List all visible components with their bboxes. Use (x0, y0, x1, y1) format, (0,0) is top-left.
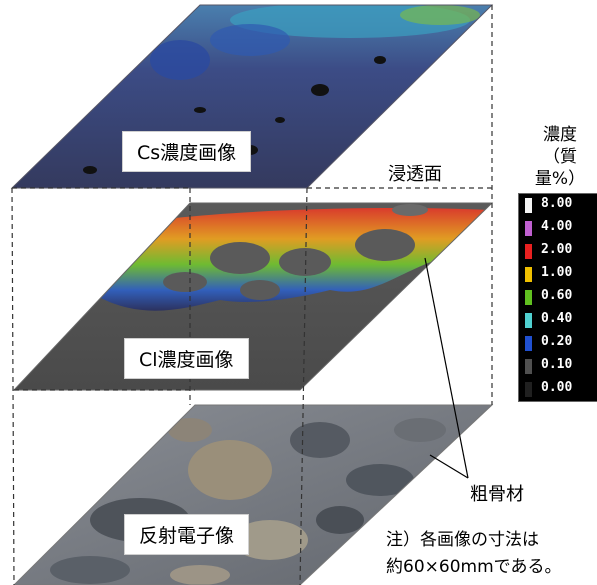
permeation-surface-label: 浸透面 (388, 164, 442, 185)
aggregate-leader-lines (424, 257, 469, 479)
legend-swatch (525, 336, 532, 351)
coarse-aggregate-label: 粗骨材 (470, 484, 524, 505)
legend-value: 4.00 (541, 219, 573, 234)
legend-row: 0.40 (519, 309, 597, 332)
dimension-note: 注）各画像の寸法は 約60×60mmである。 (386, 527, 561, 581)
note-line1: 注）各画像の寸法は (386, 530, 539, 550)
legend-value: 0.40 (541, 311, 573, 326)
legend-swatch (525, 267, 532, 282)
legend-row: 0.00 (519, 378, 597, 401)
legend-value: 0.60 (541, 288, 573, 303)
legend-swatch (525, 313, 532, 328)
cl-image-layer (12, 202, 494, 391)
legend-title-line2: （質量%） (534, 147, 586, 189)
bse-image-label: 反射電子像 (124, 514, 250, 555)
legend-value: 1.00 (541, 265, 573, 280)
legend-title: 濃度 （質量%） (523, 124, 597, 190)
legend-row: 0.10 (519, 355, 597, 378)
legend-row: 2.00 (519, 240, 597, 263)
legend-row: 8.00 (519, 194, 597, 217)
legend-value: 0.10 (541, 357, 573, 372)
note-line2: 約60×60mmである。 (386, 557, 562, 577)
cs-image-label: Cs濃度画像 (122, 131, 252, 172)
legend-swatch (525, 244, 532, 259)
legend-swatch (525, 382, 532, 397)
legend-value: 2.00 (541, 242, 573, 257)
legend-title-line1: 濃度 (543, 125, 577, 145)
legend-row: 0.20 (519, 332, 597, 355)
legend-swatch (525, 221, 532, 236)
legend-row: 1.00 (519, 263, 597, 286)
legend-swatch (525, 198, 532, 213)
cl-paste-distribution (95, 204, 490, 311)
concentration-legend: 8.00 4.00 2.00 1.00 0.60 0.40 0.20 0.10 0.00 (518, 193, 597, 402)
legend-row: 4.00 (519, 217, 597, 240)
legend-swatch (525, 359, 532, 374)
legend-swatch (525, 290, 532, 305)
cl-image-label: Cl濃度画像 (124, 338, 249, 379)
legend-value: 0.20 (541, 334, 573, 349)
legend-value: 8.00 (541, 196, 573, 211)
cs-high-concentration (83, 5, 480, 174)
legend-row: 0.60 (519, 286, 597, 309)
legend-value: 0.00 (541, 380, 573, 395)
